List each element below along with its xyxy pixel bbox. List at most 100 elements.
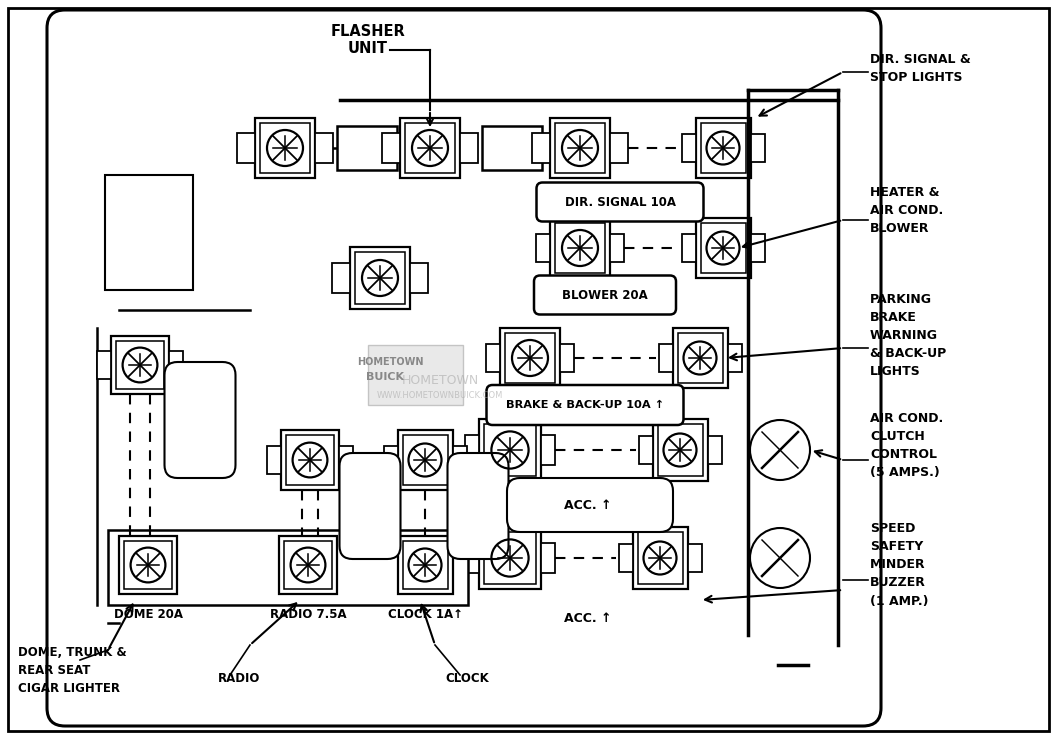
Bar	[400, 118, 460, 178]
Text: CLOCK 1A↑: CLOCK 1A↑	[388, 608, 463, 621]
Bar	[618, 544, 632, 572]
Text: RADIO 7.5A: RADIO 7.5A	[270, 608, 347, 621]
Bar	[610, 234, 624, 262]
Text: HOMETOWN: HOMETOWN	[357, 357, 423, 367]
Bar	[169, 351, 183, 379]
Text: SPEED
SAFETY
MINDER
BUZZER
(1 AMP.): SPEED SAFETY MINDER BUZZER (1 AMP.)	[870, 522, 928, 607]
Text: DOME, TRUNK &
REAR SEAT
CIGAR LIGHTER: DOME, TRUNK & REAR SEAT CIGAR LIGHTER	[18, 645, 127, 695]
Bar	[696, 118, 750, 178]
Bar	[405, 123, 455, 173]
Bar	[279, 536, 337, 594]
Bar	[652, 419, 707, 481]
Text: BLOWER 20A: BLOWER 20A	[562, 288, 648, 302]
Bar	[560, 344, 574, 372]
Bar	[532, 133, 550, 163]
Bar	[339, 446, 353, 474]
Bar	[701, 123, 745, 173]
Bar	[460, 133, 478, 163]
Bar	[465, 543, 479, 573]
Bar	[97, 351, 111, 379]
FancyBboxPatch shape	[165, 362, 236, 478]
Bar	[332, 263, 350, 293]
Text: PARKING
BRAKE
WARNING
& BACK-UP
LIGHTS: PARKING BRAKE WARNING & BACK-UP LIGHTS	[870, 293, 946, 378]
FancyBboxPatch shape	[447, 453, 508, 559]
Bar	[479, 419, 541, 481]
FancyBboxPatch shape	[339, 453, 401, 559]
Bar	[682, 134, 696, 162]
Bar	[286, 435, 334, 485]
Bar	[555, 223, 605, 273]
Bar	[672, 328, 727, 388]
Bar	[108, 530, 468, 605]
FancyBboxPatch shape	[486, 385, 684, 425]
Bar	[484, 424, 536, 476]
Bar	[701, 223, 745, 273]
Bar	[355, 252, 405, 304]
Bar	[111, 336, 169, 394]
Text: RADIO: RADIO	[218, 672, 260, 684]
Bar	[637, 532, 683, 584]
Text: AIR COND.
CLUTCH
CONTROL
(5 AMPS.): AIR COND. CLUTCH CONTROL (5 AMPS.)	[870, 412, 943, 478]
Text: ACC. ↑: ACC. ↑	[564, 499, 612, 511]
Bar	[484, 532, 536, 584]
Bar	[550, 218, 610, 278]
Text: DIR. SIGNAL &
STOP LIGHTS: DIR. SIGNAL & STOP LIGHTS	[870, 52, 970, 84]
Bar	[750, 134, 764, 162]
FancyBboxPatch shape	[507, 478, 673, 532]
Text: ACC. ↑: ACC. ↑	[564, 611, 612, 624]
Bar	[638, 436, 652, 464]
FancyBboxPatch shape	[537, 183, 704, 222]
Bar	[550, 118, 610, 178]
Text: BUICK: BUICK	[366, 372, 404, 382]
Bar	[479, 527, 541, 589]
Bar	[119, 536, 177, 594]
Circle shape	[750, 528, 810, 588]
Text: CLOCK: CLOCK	[445, 672, 488, 684]
Bar	[682, 234, 696, 262]
Bar	[541, 543, 555, 573]
Bar	[350, 247, 410, 309]
Bar	[397, 536, 452, 594]
Bar	[610, 133, 628, 163]
Text: DIR. SIGNAL 10A: DIR. SIGNAL 10A	[564, 196, 675, 208]
Text: HEATER &
AIR COND.
BLOWER: HEATER & AIR COND. BLOWER	[870, 185, 943, 234]
Bar	[727, 344, 742, 372]
Circle shape	[750, 420, 810, 480]
Bar	[707, 436, 722, 464]
Bar	[315, 133, 333, 163]
Bar	[124, 541, 172, 589]
Text: WWW.HOMETOWNBUICK.COM: WWW.HOMETOWNBUICK.COM	[376, 390, 503, 400]
Bar	[403, 541, 447, 589]
Bar	[397, 430, 452, 490]
Bar	[541, 435, 555, 465]
Bar	[410, 263, 428, 293]
Bar	[255, 118, 315, 178]
Bar	[678, 333, 723, 383]
FancyBboxPatch shape	[47, 10, 880, 726]
Bar	[267, 446, 281, 474]
FancyBboxPatch shape	[534, 276, 676, 315]
Bar	[403, 435, 447, 485]
Bar	[555, 123, 605, 173]
Text: BRAKE & BACK-UP 10A ↑: BRAKE & BACK-UP 10A ↑	[506, 400, 664, 410]
Bar	[687, 544, 702, 572]
Bar	[284, 541, 332, 589]
Text: DOME 20A: DOME 20A	[113, 608, 183, 621]
Bar	[632, 527, 687, 589]
Bar	[368, 345, 463, 405]
Bar	[384, 446, 397, 474]
Bar	[696, 218, 750, 278]
Bar	[657, 424, 703, 476]
Bar	[536, 234, 550, 262]
Bar	[452, 446, 466, 474]
Bar	[750, 234, 764, 262]
Bar	[500, 328, 560, 388]
Bar	[505, 333, 555, 383]
Bar	[486, 344, 500, 372]
Bar	[482, 126, 542, 170]
Bar	[237, 133, 255, 163]
Bar	[382, 133, 400, 163]
Bar	[281, 430, 339, 490]
Bar	[337, 126, 397, 170]
Bar	[659, 344, 672, 372]
